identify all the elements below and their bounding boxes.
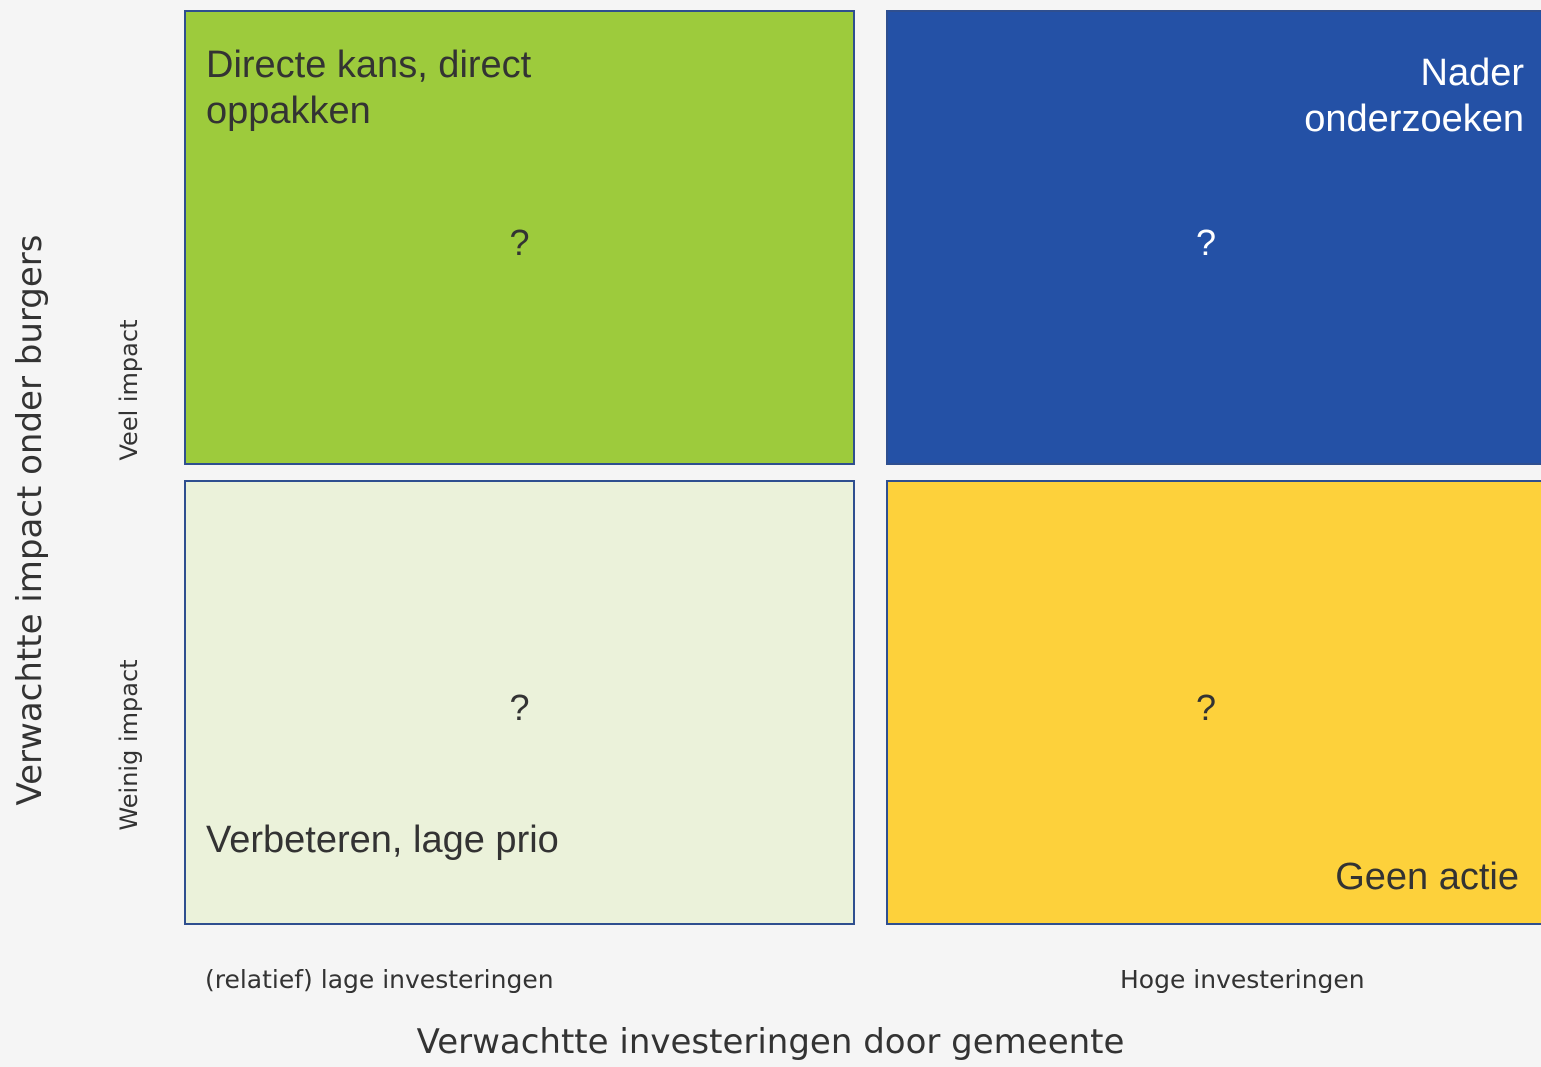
quadrant-content: ? xyxy=(1195,687,1217,728)
quadrant-label: Nader onderzoeken xyxy=(1304,52,1524,140)
quadrant: Verbeteren, lage prio ? xyxy=(184,480,855,925)
y-title: Verwachtte impact onder burgers xyxy=(10,234,50,806)
quadrant-content: ? xyxy=(509,222,530,263)
x-low: (relatief) lage investeringen xyxy=(205,965,554,994)
quadrant-content: ? xyxy=(509,687,530,728)
quadrant: Geen actie ? xyxy=(886,480,1541,925)
x-high: Hoge investeringen xyxy=(1120,965,1365,994)
quadrant-content: ? xyxy=(1195,222,1217,263)
quadrant-label: Verbeteren, lage prio xyxy=(206,819,559,861)
quadrant-label: Geen actie xyxy=(1335,856,1519,898)
y-low: Weinig impact xyxy=(115,659,143,831)
quadrant-label: Directe kans, direct oppakken xyxy=(206,44,532,132)
quadrant: Directe kans, direct oppakken ? xyxy=(184,10,855,465)
quadrant: Nader onderzoeken ? xyxy=(886,10,1541,465)
x-title: Verwachtte investeringen door gemeente xyxy=(416,1022,1125,1062)
y-high: Veel impact xyxy=(115,319,143,461)
